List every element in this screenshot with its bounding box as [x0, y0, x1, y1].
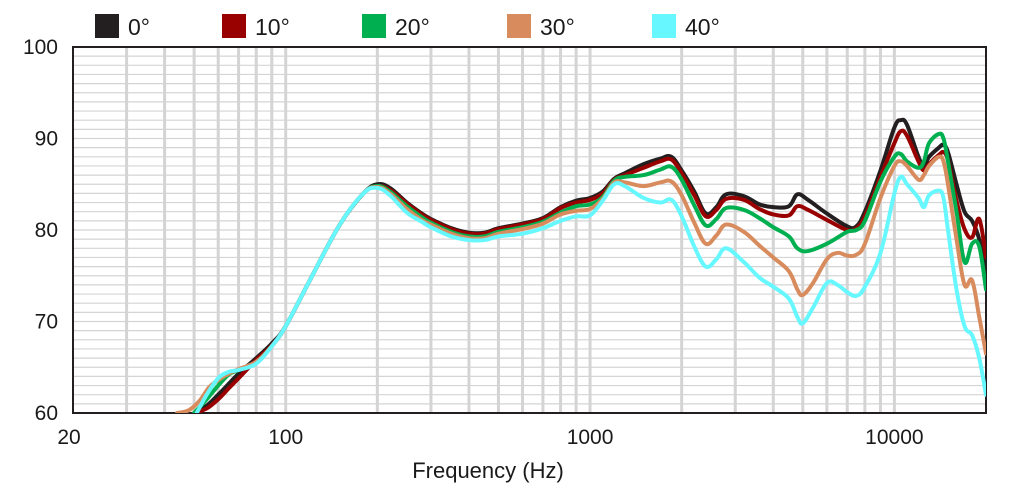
x-tick-label: 1000	[567, 426, 614, 449]
legend: 0° 10° 20° 30° 40°	[95, 14, 720, 40]
legend-swatch	[222, 14, 246, 38]
legend-label: 40°	[685, 14, 720, 40]
legend-swatch	[95, 14, 119, 38]
legend-label: 20°	[395, 14, 430, 40]
series-line-4	[194, 174, 986, 413]
legend-swatch	[507, 14, 531, 38]
y-tick-label: 60	[35, 402, 58, 425]
legend-item: 20°	[362, 14, 430, 40]
plot-frame	[72, 46, 987, 414]
legend-item: 30°	[507, 14, 575, 40]
legend-item: 40°	[652, 14, 720, 40]
legend-swatch	[362, 14, 386, 38]
y-tick-label: 100	[23, 36, 58, 59]
grid	[73, 47, 986, 413]
y-tick-label: 70	[35, 311, 58, 334]
x-tick-label: 20	[57, 426, 80, 449]
legend-label: 10°	[255, 14, 290, 40]
x-axis-ticks: 20 100 1000 10000	[57, 426, 923, 449]
x-tick-label: 10000	[865, 426, 923, 449]
x-tick-label: 100	[268, 426, 303, 449]
legend-label: 0°	[128, 14, 150, 40]
y-tick-label: 80	[35, 219, 58, 242]
plot-border	[72, 46, 987, 414]
legend-item: 10°	[222, 14, 290, 40]
x-axis-title: Frequency (Hz)	[412, 458, 564, 483]
legend-swatch	[652, 14, 676, 38]
series-lines	[175, 117, 986, 413]
axes: 60 70 80 90 100 20 100 1000 10000 Frequency (Hz…	[23, 36, 924, 483]
legend-item: 0°	[95, 14, 150, 40]
y-tick-label: 90	[35, 128, 58, 151]
legend-label: 30°	[540, 14, 575, 40]
y-axis-ticks: 60 70 80 90 100	[23, 36, 58, 425]
